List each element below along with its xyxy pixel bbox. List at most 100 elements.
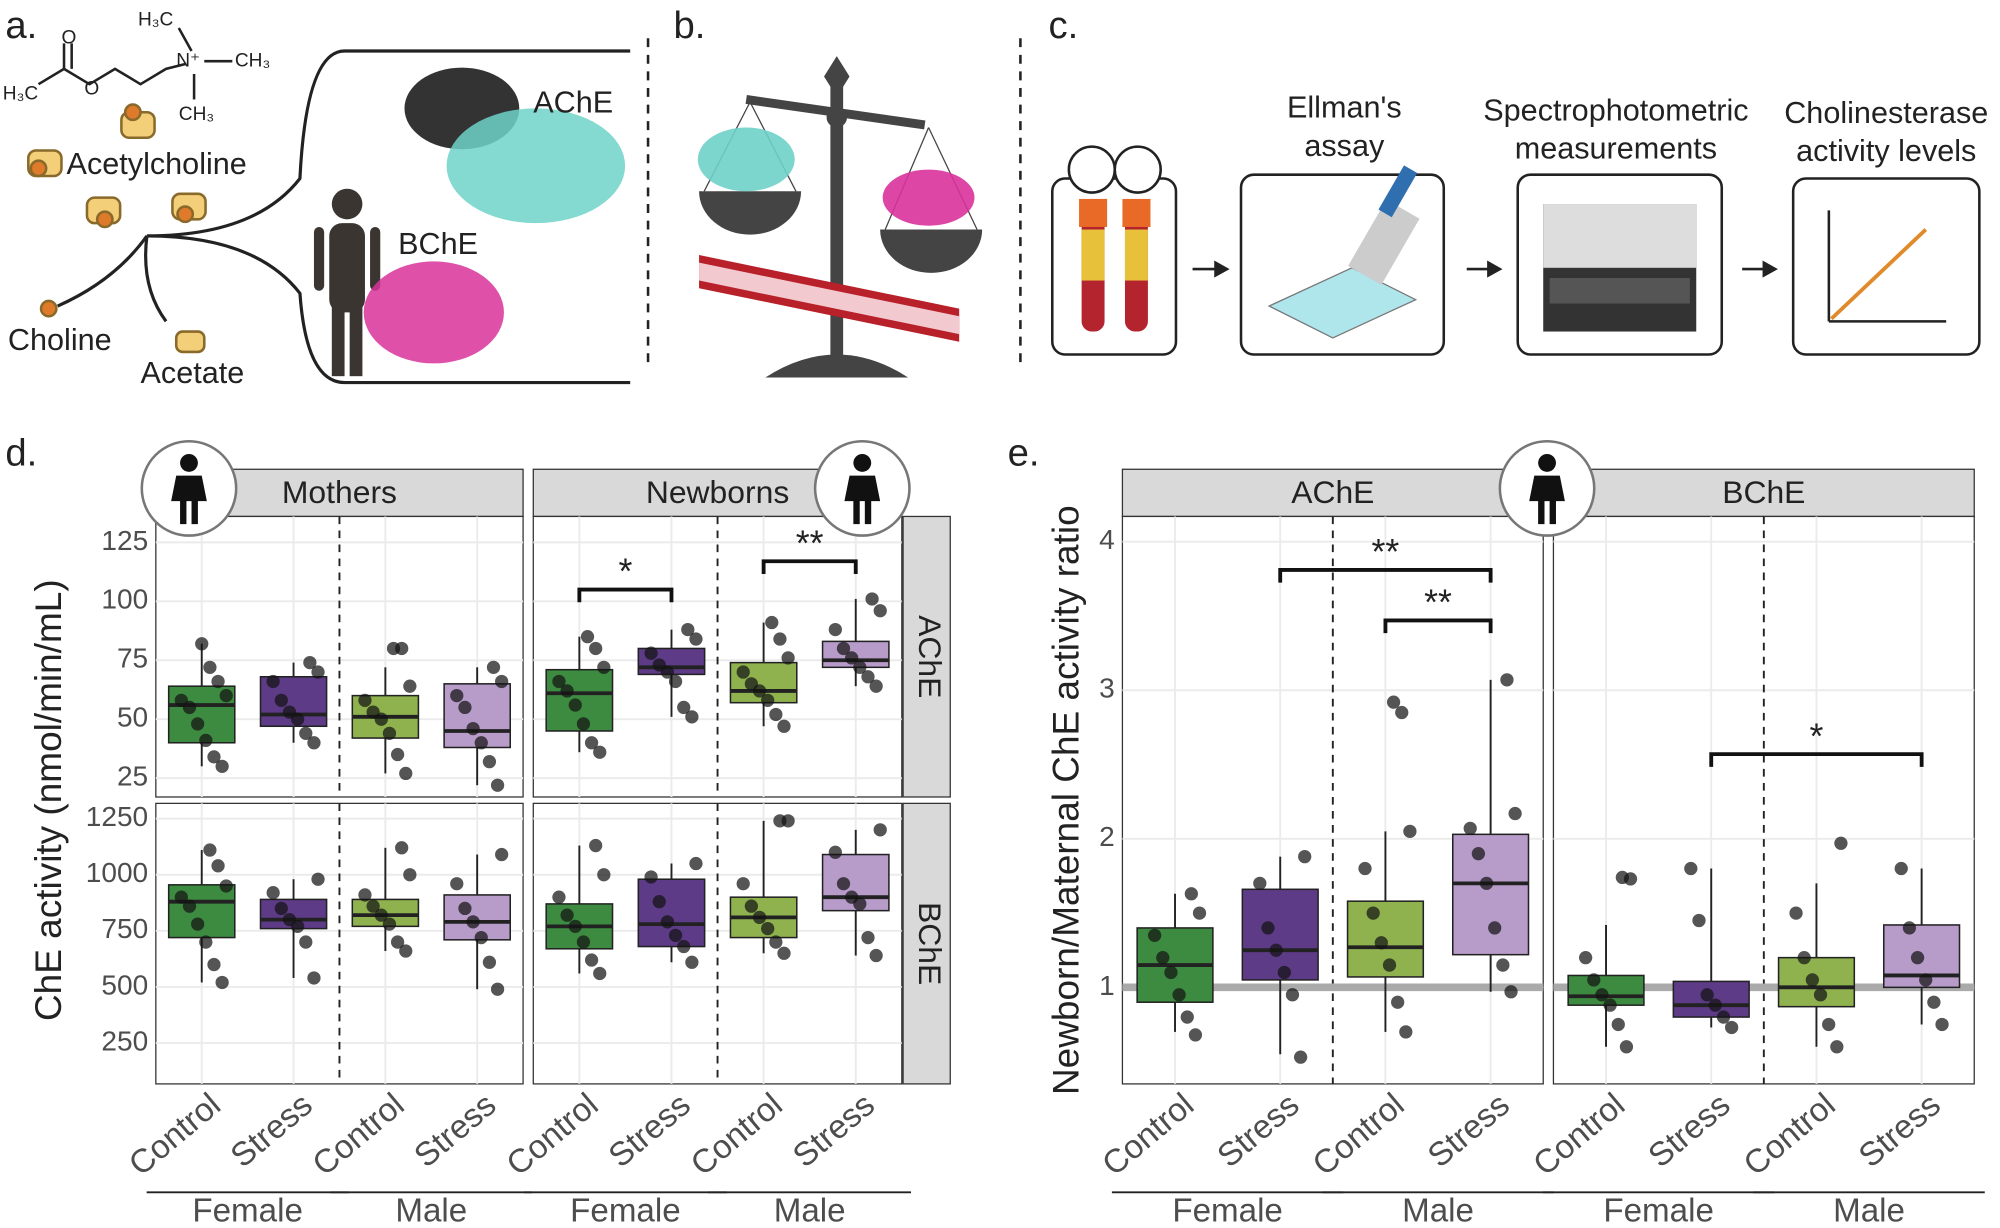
human <box>313 188 381 377</box>
data-point <box>458 700 472 715</box>
x-tick-label: Control <box>122 1086 228 1183</box>
y-axis-label: Newborn/Maternal ChE activity ratio <box>1046 505 1087 1095</box>
data-point <box>552 674 566 689</box>
data-point <box>1358 861 1372 876</box>
formula: CH₃ <box>235 50 270 71</box>
data-point <box>769 707 783 722</box>
data-point <box>1830 1040 1844 1054</box>
panel-label: e. <box>1008 431 1040 474</box>
data-point <box>1366 906 1380 920</box>
data-point <box>1172 988 1186 1002</box>
data-point <box>1471 847 1486 861</box>
y-tick-label: 500 <box>101 969 148 1000</box>
data-point <box>1192 906 1207 920</box>
balance <box>697 56 983 378</box>
y-tick-label: 250 <box>101 1025 148 1056</box>
data-point <box>1619 1040 1634 1054</box>
data-point <box>458 901 472 916</box>
x-tick-label: Stress <box>1211 1086 1307 1175</box>
y-tick-label: 4 <box>1099 524 1115 555</box>
data-point <box>1797 951 1811 965</box>
significance-bracket <box>1709 752 1924 767</box>
data-point <box>584 953 599 967</box>
data-point <box>644 646 658 660</box>
data-point <box>1382 958 1397 972</box>
step-title: assay <box>1304 129 1385 163</box>
molecule-icons <box>27 103 207 354</box>
data-point <box>1488 921 1502 935</box>
step-boxes <box>1051 145 1981 356</box>
y-tick-label: 1250 <box>86 801 148 832</box>
significance-bracket <box>1278 568 1493 583</box>
significance-bracket <box>1383 618 1493 634</box>
data-point <box>366 705 380 719</box>
step-title: measurements <box>1515 132 1717 166</box>
icon <box>180 453 198 472</box>
data-point <box>576 935 591 949</box>
data-point <box>644 870 658 884</box>
data-point <box>765 615 779 630</box>
data-point <box>358 888 372 902</box>
data-point <box>1496 958 1510 972</box>
y-tick-label: 1000 <box>86 857 148 888</box>
data-point <box>861 670 875 684</box>
activity-plot <box>1827 210 1947 323</box>
data-point <box>495 847 509 862</box>
x-tick-label: Stress <box>408 1086 504 1175</box>
x-tick-label: Stress <box>1852 1086 1948 1175</box>
group-label: Female <box>1603 1192 1714 1228</box>
y-tick-label: 750 <box>101 913 148 944</box>
formula: CH₃ <box>179 104 214 125</box>
strip-label: AChE <box>1291 474 1374 510</box>
molecule <box>37 27 233 100</box>
x-tick-label: Stress <box>1642 1086 1738 1175</box>
data-point <box>219 688 233 703</box>
data-point <box>1700 988 1714 1002</box>
formula: O <box>84 78 99 99</box>
data-point <box>1716 1010 1731 1024</box>
data-point <box>395 841 409 855</box>
data-point <box>1910 951 1925 965</box>
x-tick-label: Control <box>1737 1086 1843 1183</box>
data-point <box>1684 861 1698 876</box>
data-point <box>1902 921 1917 935</box>
data-point <box>215 759 229 773</box>
x-tick-label: Stress <box>1421 1086 1517 1175</box>
data-point <box>482 955 497 969</box>
data-point <box>1692 913 1706 928</box>
charts: d. ChE activity (nmol/min/mL) Mothers Newbo… <box>5 431 1985 1228</box>
data-point <box>1595 988 1609 1002</box>
data-point <box>203 843 217 857</box>
strip <box>902 802 951 1085</box>
data-point <box>219 879 233 893</box>
data-point <box>199 733 213 748</box>
data-point <box>303 655 317 670</box>
data-point <box>1403 824 1417 839</box>
data-point <box>307 971 321 985</box>
panel-label: c. <box>1048 4 1078 47</box>
tubes <box>1079 198 1151 332</box>
data-point <box>1504 985 1518 999</box>
data-point <box>382 917 397 931</box>
x-tick-label: Control <box>1306 1086 1412 1183</box>
data-point <box>211 859 225 873</box>
data-point <box>1500 673 1514 687</box>
x-tick-label: Control <box>1095 1086 1201 1183</box>
data-point <box>873 823 887 837</box>
data-point <box>1508 806 1522 821</box>
data-point <box>403 679 417 693</box>
data-point <box>386 641 401 656</box>
ache-protein <box>446 108 626 224</box>
data-point <box>752 910 767 925</box>
step-title: Spectrophotometric <box>1483 93 1748 127</box>
data-point <box>828 622 842 637</box>
enzyme: BChE <box>398 227 478 261</box>
data-point <box>358 693 372 707</box>
data-point <box>576 717 591 731</box>
data-point <box>399 944 413 958</box>
group-label: Female <box>570 1192 681 1228</box>
y-tick-label: 50 <box>117 702 148 733</box>
group-label: Female <box>192 1192 303 1228</box>
data-point <box>1822 1017 1836 1032</box>
